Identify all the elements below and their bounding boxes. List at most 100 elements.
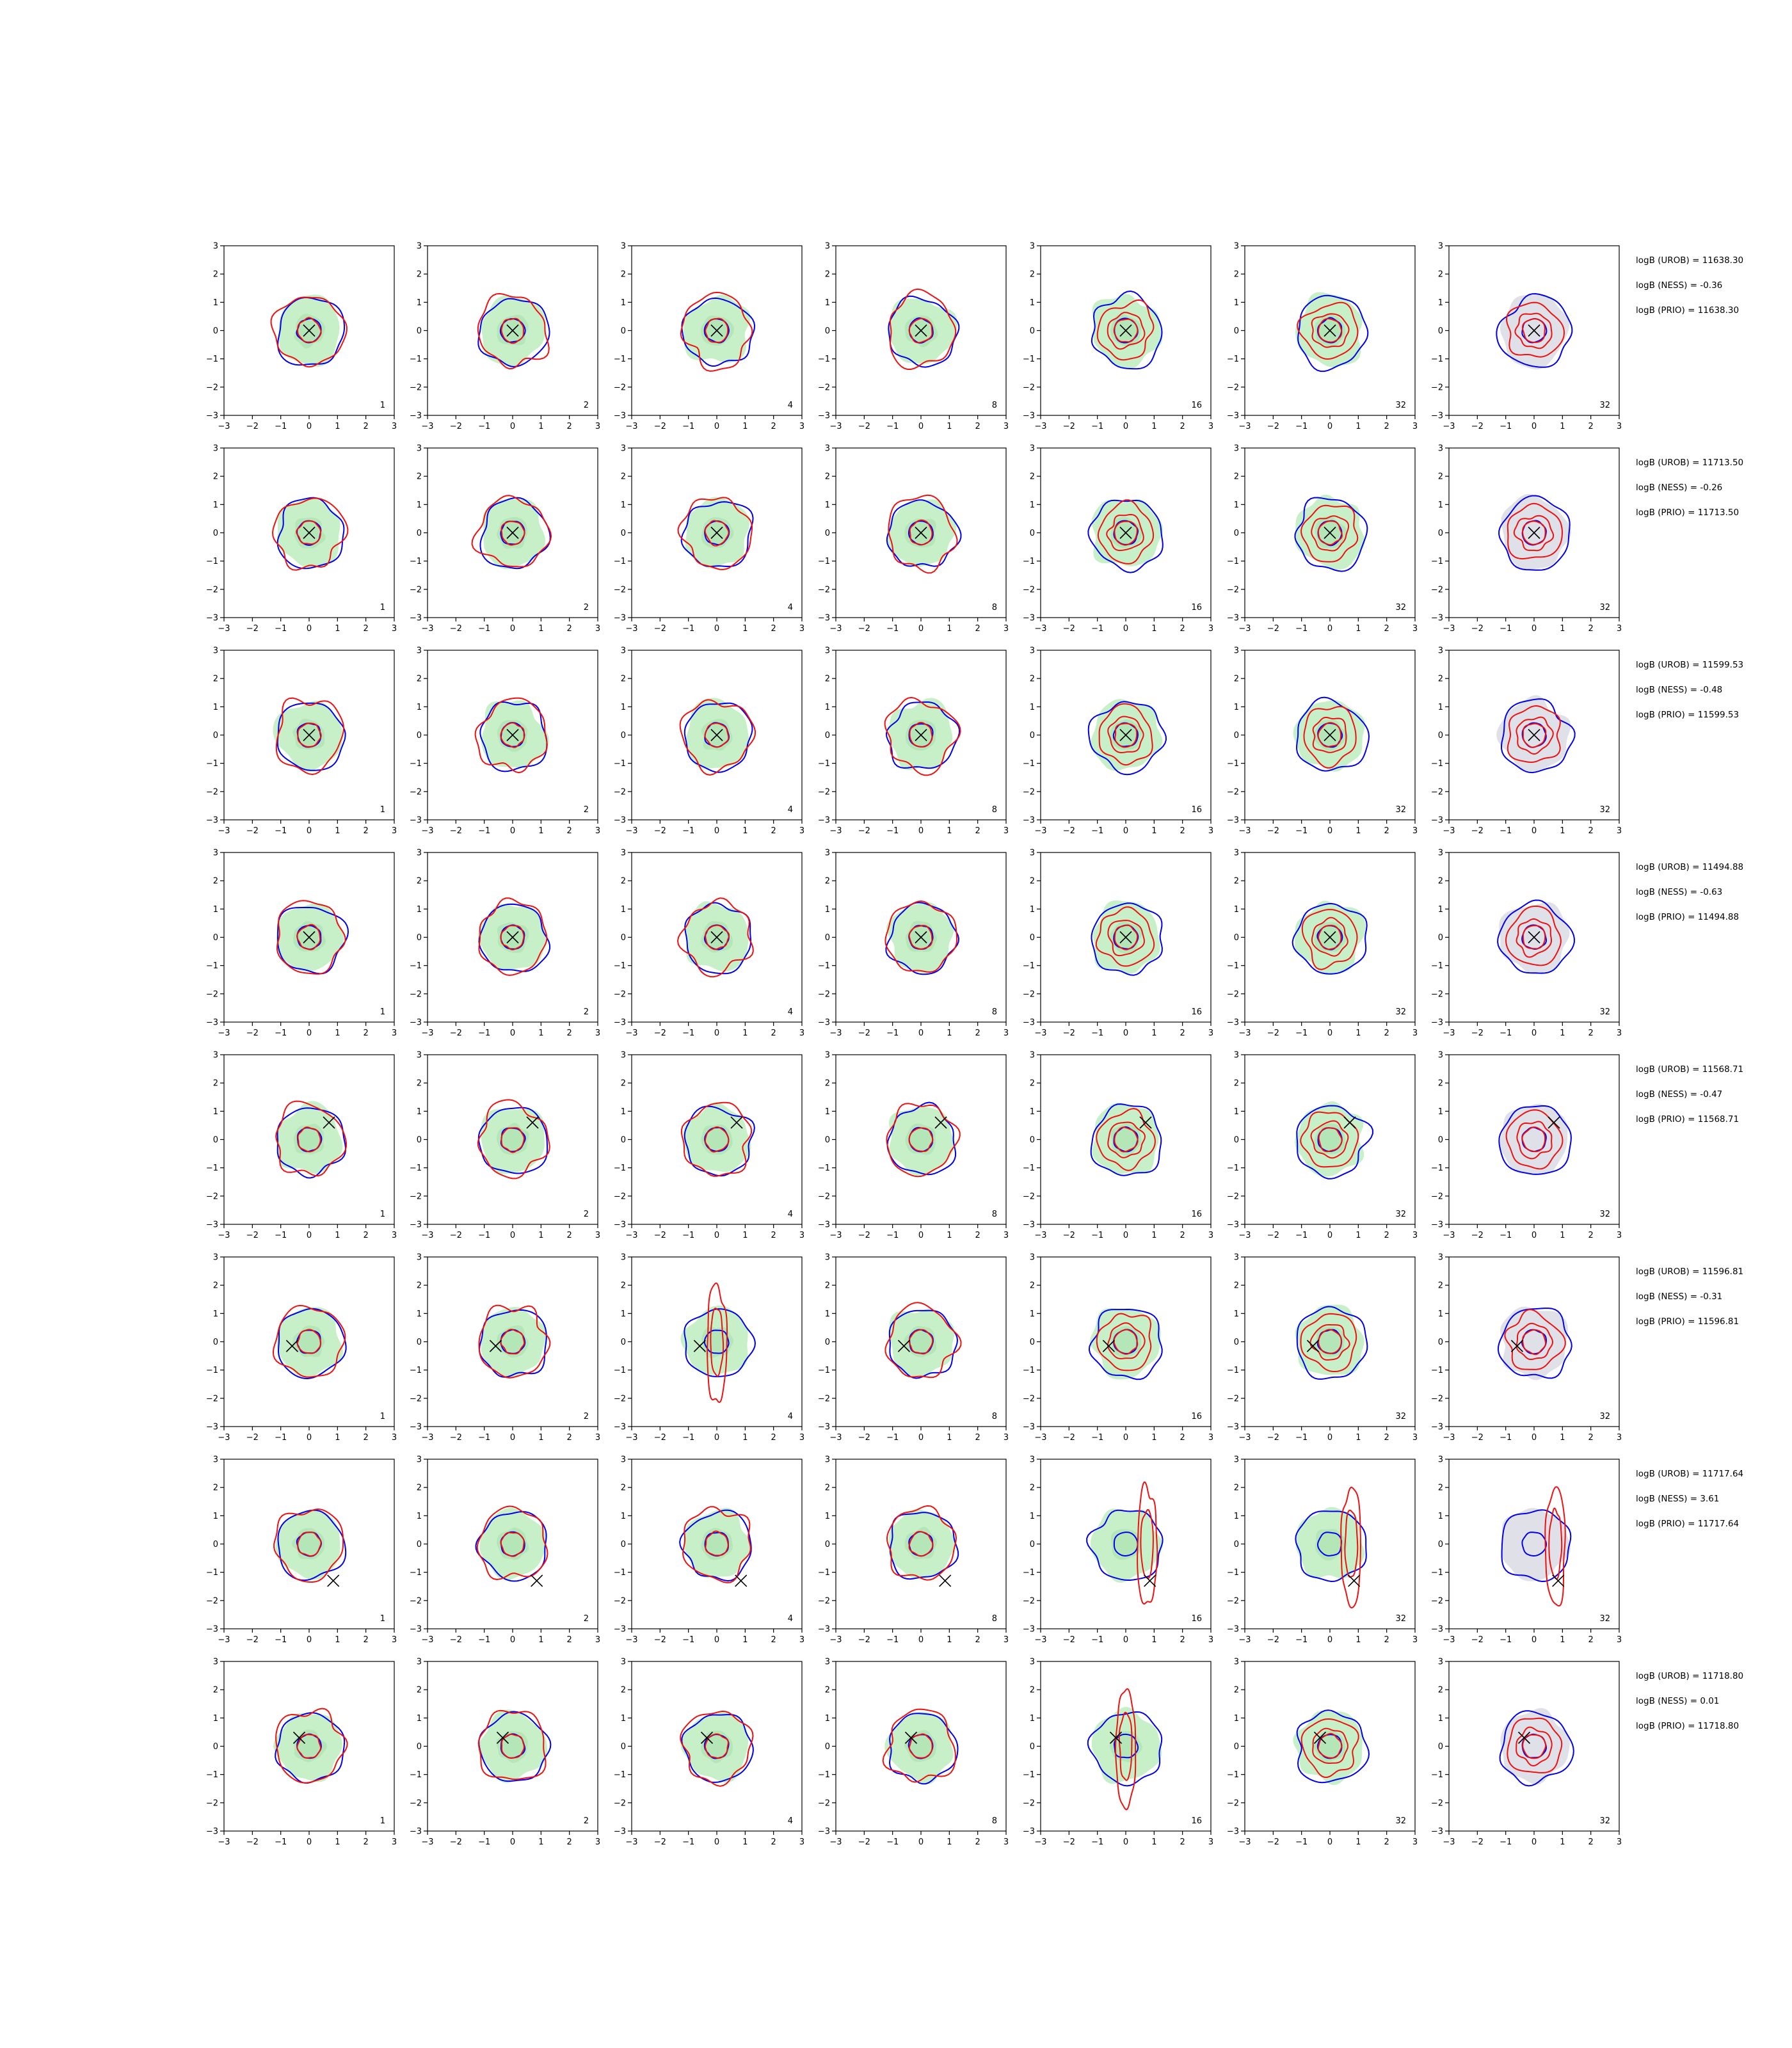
red-contour-inner: [500, 520, 525, 546]
red-contour-mid: [1107, 312, 1146, 350]
marker-x: [1102, 1340, 1115, 1352]
panel-corner-label: 32: [1599, 401, 1610, 410]
x-tick-label: −2: [1471, 826, 1484, 836]
x-tick-label: 1: [538, 1433, 543, 1443]
x-tick-label: −1: [682, 624, 694, 634]
red-contour-outer: [1507, 1717, 1563, 1773]
y-tick-label: 2: [1438, 1281, 1443, 1291]
y-tick-label: −1: [1227, 1770, 1239, 1780]
x-tick-label: 2: [771, 1433, 776, 1443]
red-contour-outer: [676, 897, 754, 978]
red-contour-outer: [889, 288, 957, 370]
red-contour-outer: [1507, 705, 1561, 764]
y-tick-label: 3: [417, 1658, 422, 1667]
panel-r6-c2: −3 −2 −1 0 1 2 3 3 2 1 0 −1 −2 −3 2: [410, 1253, 600, 1443]
panel-corner-label: 4: [788, 805, 793, 815]
x-tick-label: 0: [307, 1635, 312, 1645]
marker-x: [303, 931, 316, 944]
y-tick-label: 2: [417, 1079, 422, 1089]
y-tick-label: −2: [206, 787, 218, 797]
y-tick-label: 1: [417, 1309, 422, 1319]
x-tick-label: 3: [1004, 1635, 1009, 1645]
x-tick-label: 3: [392, 1635, 397, 1645]
panel-corner-label: 32: [1599, 1614, 1610, 1624]
x-tick-label: 3: [799, 1433, 804, 1443]
y-tick-label: −2: [410, 1192, 422, 1201]
y-tick-label: 2: [1234, 877, 1239, 886]
panel-corner-label: 16: [1191, 603, 1202, 612]
y-tick-label: 3: [1030, 1051, 1035, 1060]
red-contour-inner: [297, 1126, 321, 1153]
blue-contour-outer: [478, 903, 551, 972]
y-tick-label: −3: [410, 1018, 422, 1028]
y-tick-label: −3: [206, 1625, 218, 1635]
x-tick-label: 0: [1532, 826, 1537, 836]
y-tick-label: −2: [614, 989, 626, 999]
y-tick-label: 3: [213, 1253, 218, 1263]
blue-contour-outer: [1087, 1711, 1163, 1787]
blue-contour-outer: [888, 295, 960, 368]
x-tick-label: 0: [307, 1231, 312, 1240]
marker-x: [1306, 1340, 1319, 1352]
x-tick-label: 2: [1384, 1028, 1389, 1038]
x-tick-label: −3: [829, 1028, 842, 1038]
x-tick-label: −1: [1091, 1635, 1103, 1645]
y-tick-label: −3: [206, 412, 218, 421]
y-tick-label: 1: [213, 1107, 218, 1117]
y-tick-label: 1: [213, 1714, 218, 1724]
x-tick-label: −1: [1091, 1231, 1103, 1240]
y-tick-label: −1: [1023, 1164, 1035, 1173]
red-contour-outer: [1096, 1108, 1156, 1171]
x-tick-label: 0: [1327, 624, 1332, 634]
y-tick-label: 1: [621, 1107, 626, 1117]
panel-r1-c4: −3 −2 −1 0 1 2 3 3 2 1 0 −1 −2 −3 8: [818, 242, 1009, 432]
y-tick-label: −2: [410, 585, 422, 595]
y-tick-label: 1: [1438, 1107, 1443, 1117]
x-tick-label: −3: [625, 826, 637, 836]
y-tick-label: 1: [1234, 1107, 1239, 1117]
x-tick-label: −2: [1471, 1837, 1484, 1847]
x-tick-label: 0: [307, 826, 312, 836]
marker-x: [496, 1731, 509, 1744]
x-tick-label: −1: [1295, 1635, 1308, 1645]
x-tick-label: 1: [1151, 1028, 1156, 1038]
panel-r2-c5: −3 −2 −1 0 1 2 3 3 2 1 0 −1 −2 −3 16: [1023, 444, 1213, 634]
y-tick-label: 2: [1030, 1686, 1035, 1695]
y-tick-label: −2: [1431, 585, 1443, 595]
y-tick-label: 3: [825, 1051, 830, 1060]
x-tick-label: 3: [1412, 1635, 1418, 1645]
panel-r1-c5: −3 −2 −1 0 1 2 3 3 2 1 0 −1 −2 −3 16: [1023, 242, 1213, 432]
y-tick-label: −1: [1431, 355, 1443, 364]
y-tick-label: −1: [818, 1568, 830, 1578]
y-tick-label: −3: [818, 1827, 830, 1837]
y-tick-label: −2: [1227, 1394, 1239, 1404]
y-tick-label: 1: [621, 1309, 626, 1319]
y-tick-label: −3: [614, 1018, 626, 1028]
y-tick-label: −2: [1227, 1798, 1239, 1808]
y-tick-label: 3: [1234, 1658, 1239, 1667]
x-tick-label: −1: [1500, 826, 1512, 836]
y-tick-label: −3: [818, 1423, 830, 1432]
marker-x: [735, 1574, 748, 1587]
marker-x: [1119, 728, 1132, 742]
x-tick-label: 2: [1180, 1433, 1185, 1443]
y-tick-label: −2: [410, 989, 422, 999]
y-tick-label: −2: [1023, 1394, 1035, 1404]
y-tick-label: 0: [1234, 731, 1239, 740]
red-contour-outer: [680, 291, 753, 372]
y-tick-label: 1: [417, 500, 422, 510]
x-tick-label: 2: [1384, 1231, 1389, 1240]
x-tick-label: 1: [335, 1028, 340, 1038]
y-tick-label: 3: [1438, 1658, 1443, 1667]
red-contour-outer: [682, 1506, 751, 1583]
x-tick-label: 2: [1384, 1837, 1389, 1847]
x-tick-label: −2: [1063, 1028, 1075, 1038]
x-tick-label: 1: [1356, 1635, 1361, 1645]
y-tick-label: −3: [1431, 1018, 1443, 1028]
marker-x: [285, 1340, 298, 1352]
x-tick-label: −2: [1063, 1635, 1075, 1645]
x-tick-label: −2: [654, 1231, 666, 1240]
red-contour-mid: [1107, 1121, 1146, 1158]
